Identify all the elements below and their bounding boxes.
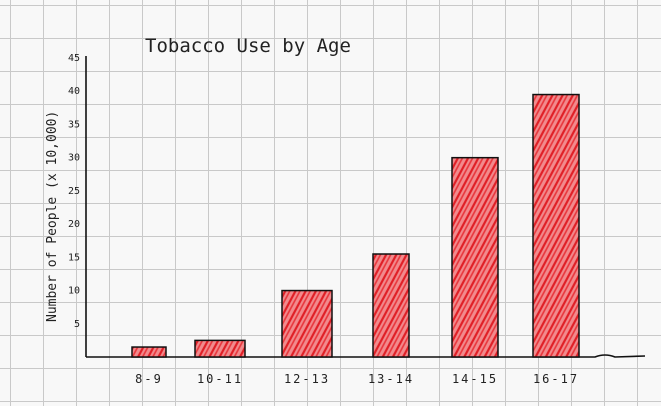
y-tick-label: 45 — [68, 53, 80, 64]
x-axis-line — [86, 354, 646, 358]
y-tick-label: 5 — [74, 319, 80, 330]
y-tick-label: 20 — [68, 219, 80, 230]
bars — [131, 93, 580, 358]
x-tick-label: 8-9 — [135, 372, 163, 386]
x-axis-ticks: 8-9 10-11 12-13 13-14 14-15 16-17 — [135, 372, 579, 386]
chart-title: Tobacco Use by Age — [145, 35, 351, 57]
bar-16-17 — [532, 93, 580, 358]
axes — [85, 56, 646, 358]
bar-10-11 — [194, 339, 246, 358]
x-tick-label: 14-15 — [452, 372, 498, 386]
y-tick-label: 30 — [68, 153, 80, 164]
bar-8-9 — [131, 346, 167, 358]
y-tick-label: 25 — [68, 186, 80, 197]
x-tick-label: 13-14 — [368, 372, 414, 386]
y-tick-label: 35 — [68, 119, 80, 130]
x-tick-label: 12-13 — [284, 372, 330, 386]
bar-13-14 — [372, 253, 410, 358]
x-tick-label: 16-17 — [533, 372, 579, 386]
x-tick-label: 10-11 — [197, 372, 243, 386]
y-tick-label: 40 — [68, 86, 80, 97]
bar-14-15 — [451, 156, 499, 358]
y-tick-label: 15 — [68, 252, 80, 263]
y-tick-label: 10 — [68, 286, 80, 297]
y-axis-label: Number of People (x 10,000) — [45, 111, 60, 322]
bar-12-13 — [281, 289, 333, 358]
y-axis-ticks: 5 10 15 20 25 30 35 40 45 — [68, 53, 80, 330]
